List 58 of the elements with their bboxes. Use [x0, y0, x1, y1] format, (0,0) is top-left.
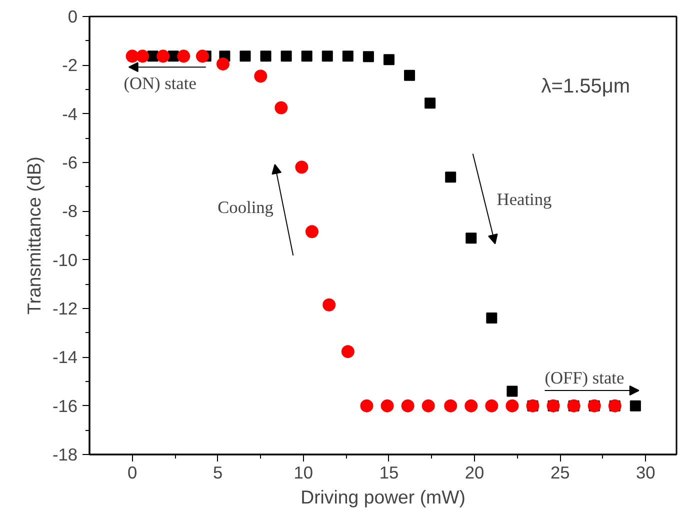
annotation: Cooling — [218, 198, 274, 217]
point — [196, 50, 209, 63]
point — [342, 50, 354, 62]
x-tick-label: 0 — [127, 462, 138, 482]
point — [260, 50, 272, 62]
point — [240, 50, 251, 62]
point — [404, 70, 416, 81]
x-tick-label: 25 — [550, 462, 570, 482]
point — [362, 51, 374, 62]
point — [216, 57, 230, 70]
point — [464, 399, 478, 412]
annotation: Heating — [496, 190, 552, 210]
x-tick-label: 15 — [379, 462, 399, 482]
annotation: λ=1.55μm — [541, 76, 630, 98]
x-tick-label: 30 — [636, 462, 656, 482]
x-tick-label: 10 — [294, 462, 314, 482]
y-tick-label: -16 — [52, 396, 78, 416]
y-tick-label: 0 — [68, 6, 78, 26]
point — [156, 50, 170, 63]
point — [341, 345, 354, 358]
x-tick-label: 20 — [464, 462, 484, 482]
point — [485, 399, 498, 412]
point — [360, 399, 374, 412]
y-tick-label: -10 — [52, 250, 78, 270]
point — [280, 50, 292, 62]
y-tick-label: -12 — [52, 298, 78, 318]
x-axis-title: Driving power (mW) — [300, 486, 466, 508]
y-axis-title: Transmittance (dB) — [23, 156, 44, 314]
y-tick-label: -6 — [62, 152, 78, 172]
y-tick-label: -14 — [52, 347, 78, 368]
point — [466, 232, 477, 244]
point — [444, 399, 458, 412]
y-tick-label: -2 — [62, 55, 78, 76]
annotation: (OFF) state — [544, 368, 624, 388]
y-tick-label: -4 — [62, 104, 78, 124]
point — [424, 98, 436, 109]
annotation: (ON) state — [124, 74, 197, 93]
point — [305, 225, 318, 238]
y-tick-label: -18 — [52, 444, 78, 464]
point — [177, 50, 190, 63]
point — [486, 312, 498, 324]
point — [506, 386, 518, 397]
point — [322, 50, 333, 62]
point — [295, 160, 308, 174]
point — [380, 399, 394, 412]
point — [401, 399, 414, 412]
point — [445, 172, 456, 183]
x-tick-label: 5 — [213, 462, 223, 482]
point — [301, 50, 312, 62]
point — [322, 298, 336, 312]
point — [506, 399, 519, 412]
point — [383, 54, 394, 66]
point — [136, 50, 150, 63]
point — [422, 399, 435, 412]
point — [274, 101, 288, 114]
point — [630, 400, 641, 412]
y-tick-label: -8 — [62, 201, 78, 222]
point — [254, 70, 268, 83]
